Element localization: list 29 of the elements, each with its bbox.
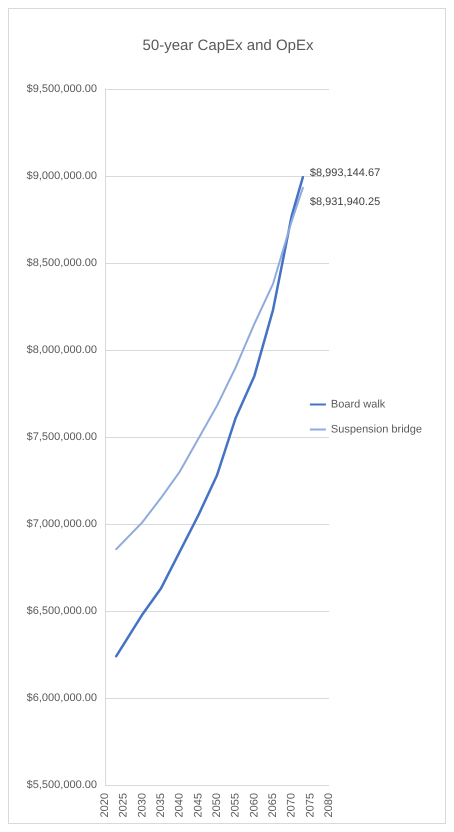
y-tick-label: $7,000,000.00	[26, 518, 97, 530]
x-tick-label: 2050	[211, 793, 223, 818]
data-label: $8,931,940.25	[310, 196, 380, 208]
legend-label: Board walk	[330, 398, 386, 410]
line-series	[115, 186, 304, 550]
chart-title: 50-year CapEx and OpEx	[142, 37, 314, 54]
data-label: $8,993,144.67	[310, 167, 380, 180]
y-tick-label: $9,500,000.00	[26, 83, 97, 95]
x-tick-label: 2075	[304, 793, 316, 818]
y-tick-label: $7,500,000.00	[26, 431, 97, 443]
x-tick-label: 2025	[118, 793, 130, 818]
x-tick-label: 2055	[230, 793, 242, 818]
y-tick-label: $5,500,000.00	[26, 779, 97, 791]
y-tick-label: $8,000,000.00	[26, 344, 97, 356]
x-tick-label: 2030	[136, 793, 148, 818]
x-tick-label: 2040	[174, 793, 186, 818]
x-tick-label: 2020	[99, 793, 111, 818]
x-tick-label: 2035	[155, 793, 167, 818]
x-tick-label: 2080	[323, 793, 335, 818]
y-tick-label: $9,000,000.00	[26, 170, 97, 182]
x-tick-label: 2070	[286, 793, 298, 818]
x-tick-label: 2065	[267, 793, 279, 818]
line-series	[114, 176, 304, 658]
y-tick-label: $8,500,000.00	[26, 257, 97, 269]
legend-label: Suspension bridge	[330, 424, 422, 436]
x-tick-label: 2045	[192, 793, 204, 818]
y-tick-label: $6,500,000.00	[26, 605, 97, 617]
x-tick-label: 2060	[248, 793, 260, 818]
y-tick-label: $6,000,000.00	[26, 692, 97, 704]
